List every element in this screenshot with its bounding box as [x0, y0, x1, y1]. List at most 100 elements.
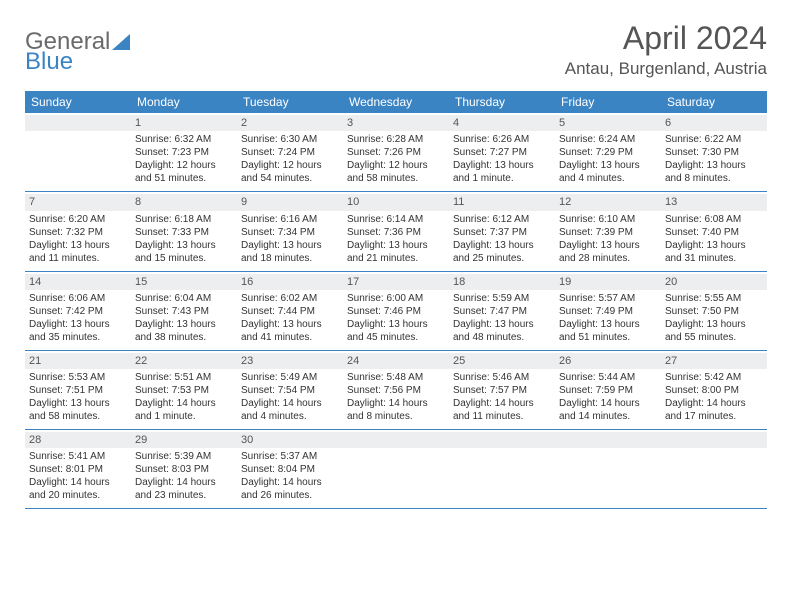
day-number: 25 [449, 353, 555, 369]
daylight-text: Daylight: 14 hours and 14 minutes. [559, 397, 657, 423]
day-number: 7 [25, 194, 131, 210]
day-cell: 13Sunrise: 6:08 AMSunset: 7:40 PMDayligh… [661, 192, 767, 270]
daylight-text: Daylight: 13 hours and 11 minutes. [29, 239, 127, 265]
day-cell: 20Sunrise: 5:55 AMSunset: 7:50 PMDayligh… [661, 272, 767, 350]
daylight-text: Daylight: 13 hours and 41 minutes. [241, 318, 339, 344]
day-number: 15 [131, 274, 237, 290]
day-number: 19 [555, 274, 661, 290]
sunset-text: Sunset: 7:33 PM [135, 226, 233, 239]
day-number: 10 [343, 194, 449, 210]
daylight-text: Daylight: 13 hours and 8 minutes. [665, 159, 763, 185]
day-cell: 4 Sunrise: 6:26 AMSunset: 7:27 PMDaylight… [449, 113, 555, 191]
day-cell: 9Sunrise: 6:16 AMSunset: 7:34 PMDaylight… [237, 192, 343, 270]
sunset-text: Sunset: 7:29 PM [559, 146, 657, 159]
day-number: 11 [449, 194, 555, 210]
day-cell: 26Sunrise: 5:44 AMSunset: 7:59 PMDayligh… [555, 351, 661, 429]
daylight-text: Daylight: 13 hours and 48 minutes. [453, 318, 551, 344]
day-number: 27 [661, 353, 767, 369]
sunrise-text: Sunrise: 6:20 AM [29, 213, 127, 226]
day-cell: 3Sunrise: 6:28 AMSunset: 7:26 PMDaylight… [343, 113, 449, 191]
daylight-text: Daylight: 13 hours and 55 minutes. [665, 318, 763, 344]
sunset-text: Sunset: 7:59 PM [559, 384, 657, 397]
sunrise-text: Sunrise: 5:51 AM [135, 371, 233, 384]
calendar: Sunday Monday Tuesday Wednesday Thursday… [25, 91, 767, 509]
week-row: 14Sunrise: 6:06 AMSunset: 7:42 PMDayligh… [25, 272, 767, 351]
sunset-text: Sunset: 7:46 PM [347, 305, 445, 318]
day-cell [661, 430, 767, 508]
day-number [343, 432, 449, 448]
sunrise-text: Sunrise: 6:24 AM [559, 133, 657, 146]
sunrise-text: Sunrise: 6:06 AM [29, 292, 127, 305]
sunset-text: Sunset: 7:42 PM [29, 305, 127, 318]
weeks-container: 1Sunrise: 6:32 AMSunset: 7:23 PMDaylight… [25, 113, 767, 509]
daylight-text: Daylight: 14 hours and 4 minutes. [241, 397, 339, 423]
day-number: 28 [25, 432, 131, 448]
day-number [555, 432, 661, 448]
day-cell: 30Sunrise: 5:37 AMSunset: 8:04 PMDayligh… [237, 430, 343, 508]
sunset-text: Sunset: 7:50 PM [665, 305, 763, 318]
day-number: 30 [237, 432, 343, 448]
sunrise-text: Sunrise: 6:02 AM [241, 292, 339, 305]
sunrise-text: Sunrise: 5:59 AM [453, 292, 551, 305]
sunrise-text: Sunrise: 5:49 AM [241, 371, 339, 384]
day-number: 9 [237, 194, 343, 210]
daylight-text: Daylight: 14 hours and 20 minutes. [29, 476, 127, 502]
day-number: 26 [555, 353, 661, 369]
sunrise-text: Sunrise: 5:57 AM [559, 292, 657, 305]
sunrise-text: Sunrise: 6:12 AM [453, 213, 551, 226]
daylight-text: Daylight: 13 hours and 28 minutes. [559, 239, 657, 265]
day-number [661, 432, 767, 448]
daylight-text: Daylight: 12 hours and 51 minutes. [135, 159, 233, 185]
day-number: 3 [343, 115, 449, 131]
daylight-text: Daylight: 13 hours and 51 minutes. [559, 318, 657, 344]
sunset-text: Sunset: 7:53 PM [135, 384, 233, 397]
sunset-text: Sunset: 8:03 PM [135, 463, 233, 476]
sunrise-text: Sunrise: 6:18 AM [135, 213, 233, 226]
day-number: 29 [131, 432, 237, 448]
month-title: April 2024 [565, 20, 767, 57]
sunset-text: Sunset: 8:00 PM [665, 384, 763, 397]
sunrise-text: Sunrise: 6:26 AM [453, 133, 551, 146]
daylight-text: Daylight: 13 hours and 35 minutes. [29, 318, 127, 344]
day-cell: 11Sunrise: 6:12 AMSunset: 7:37 PMDayligh… [449, 192, 555, 270]
sunset-text: Sunset: 7:36 PM [347, 226, 445, 239]
sunset-text: Sunset: 8:04 PM [241, 463, 339, 476]
sunset-text: Sunset: 7:57 PM [453, 384, 551, 397]
sunset-text: Sunset: 7:23 PM [135, 146, 233, 159]
sunset-text: Sunset: 7:47 PM [453, 305, 551, 318]
day-cell: 25Sunrise: 5:46 AMSunset: 7:57 PMDayligh… [449, 351, 555, 429]
sunrise-text: Sunrise: 6:16 AM [241, 213, 339, 226]
day-number: 4 [449, 115, 555, 131]
sunrise-text: Sunrise: 5:37 AM [241, 450, 339, 463]
day-cell: 24Sunrise: 5:48 AMSunset: 7:56 PMDayligh… [343, 351, 449, 429]
sunset-text: Sunset: 7:32 PM [29, 226, 127, 239]
day-cell: 21Sunrise: 5:53 AMSunset: 7:51 PMDayligh… [25, 351, 131, 429]
day-cell: 22Sunrise: 5:51 AMSunset: 7:53 PMDayligh… [131, 351, 237, 429]
day-header-row: Sunday Monday Tuesday Wednesday Thursday… [25, 91, 767, 113]
week-row: 28Sunrise: 5:41 AMSunset: 8:01 PMDayligh… [25, 430, 767, 509]
day-cell: 2Sunrise: 6:30 AMSunset: 7:24 PMDaylight… [237, 113, 343, 191]
sunset-text: Sunset: 7:56 PM [347, 384, 445, 397]
day-cell: 15Sunrise: 6:04 AMSunset: 7:43 PMDayligh… [131, 272, 237, 350]
location: Antau, Burgenland, Austria [565, 59, 767, 79]
daylight-text: Daylight: 13 hours and 4 minutes. [559, 159, 657, 185]
logo-text-blue: Blue [25, 48, 73, 76]
sunset-text: Sunset: 7:27 PM [453, 146, 551, 159]
daylight-text: Daylight: 13 hours and 21 minutes. [347, 239, 445, 265]
day-cell [25, 113, 131, 191]
daylight-text: Daylight: 13 hours and 1 minute. [453, 159, 551, 185]
day-cell: 10Sunrise: 6:14 AMSunset: 7:36 PMDayligh… [343, 192, 449, 270]
daylight-text: Daylight: 14 hours and 8 minutes. [347, 397, 445, 423]
day-header: Saturday [661, 91, 767, 113]
day-number: 22 [131, 353, 237, 369]
sunrise-text: Sunrise: 5:42 AM [665, 371, 763, 384]
day-number [25, 115, 131, 131]
sunrise-text: Sunrise: 6:28 AM [347, 133, 445, 146]
day-cell [555, 430, 661, 508]
logo-triangle-icon [112, 32, 134, 52]
day-cell: 8Sunrise: 6:18 AMSunset: 7:33 PMDaylight… [131, 192, 237, 270]
day-header: Thursday [449, 91, 555, 113]
week-row: 7Sunrise: 6:20 AMSunset: 7:32 PMDaylight… [25, 192, 767, 271]
daylight-text: Daylight: 12 hours and 54 minutes. [241, 159, 339, 185]
sunset-text: Sunset: 7:44 PM [241, 305, 339, 318]
